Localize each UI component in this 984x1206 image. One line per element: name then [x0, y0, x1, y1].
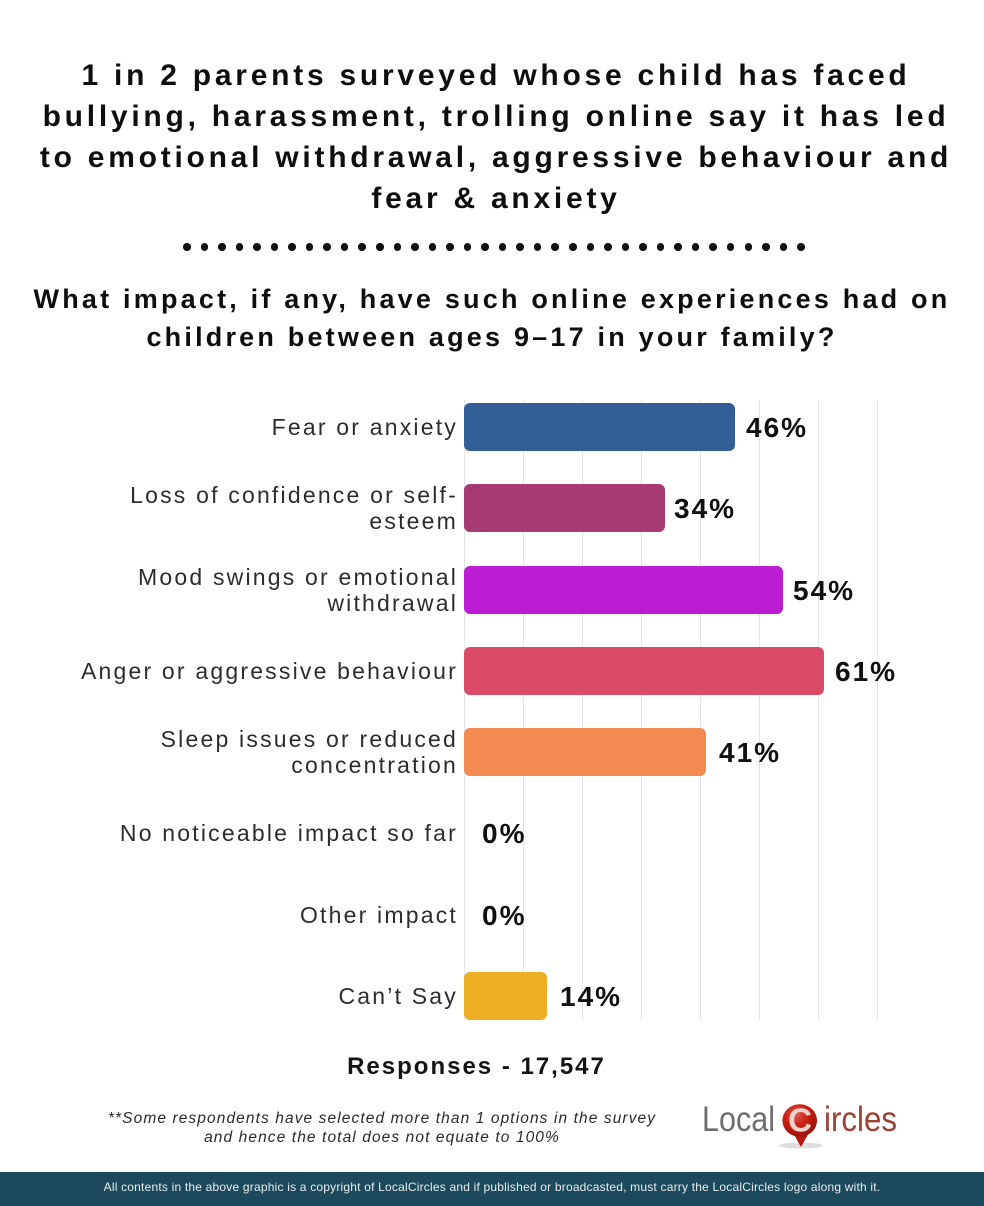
- svg-text:Local: Local: [702, 1100, 775, 1139]
- svg-text:C: C: [788, 1102, 812, 1139]
- svg-text:ircles: ircles: [824, 1100, 897, 1139]
